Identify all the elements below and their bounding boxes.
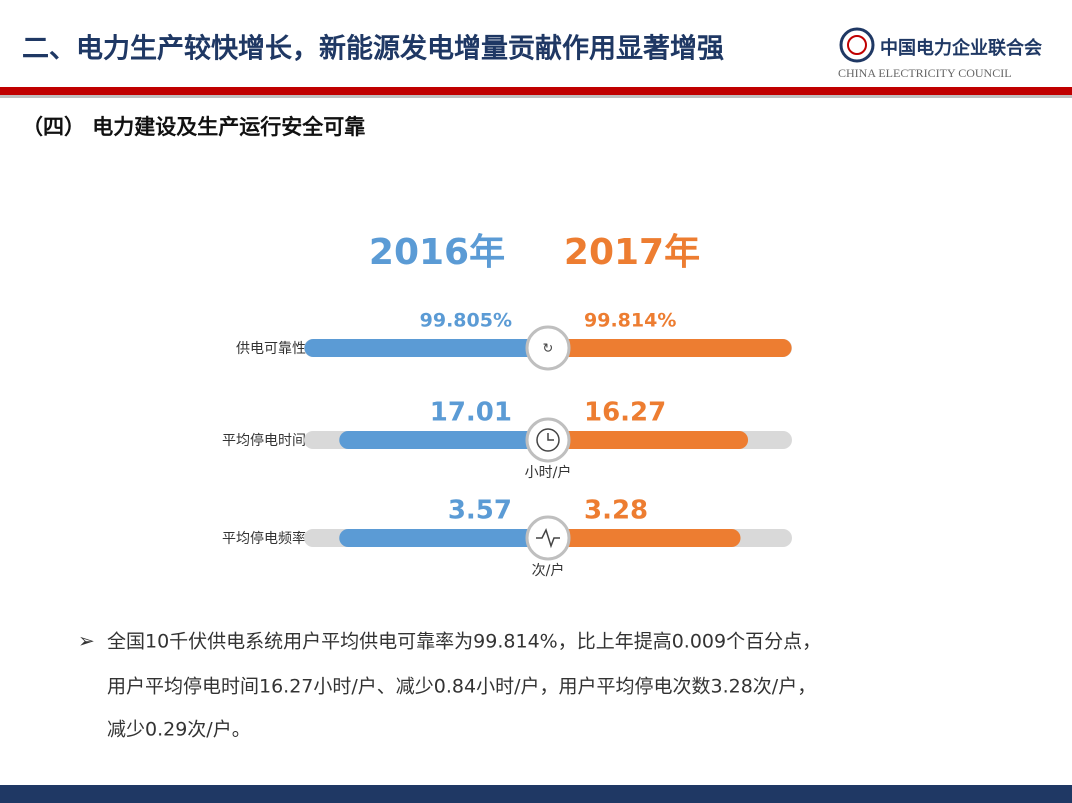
header-rule-shadow bbox=[0, 95, 1072, 98]
section-heading: （四） 电力建设及生产运行安全可靠 bbox=[22, 115, 365, 139]
unit-label: 次/户 bbox=[532, 562, 565, 579]
bar bbox=[548, 529, 741, 547]
value-label: 99.805% bbox=[420, 310, 512, 332]
bullet-line: 减少0.29次/户。 bbox=[107, 719, 251, 741]
logo-cn: 中国电力企业联合会 bbox=[880, 37, 1042, 59]
logo-en: CHINA ELECTRICITY COUNCIL bbox=[838, 66, 1012, 80]
bullet-marker: ➢ bbox=[78, 629, 95, 653]
bullet-line: 用户平均停电时间16.27小时/户、减少0.84小时/户，用户平均停电次数3.2… bbox=[107, 676, 816, 698]
value-label: 17.01 bbox=[430, 398, 512, 428]
icon-glyph: ↻ bbox=[543, 342, 554, 357]
icon-glyph bbox=[536, 428, 560, 452]
value-label: 3.28 bbox=[584, 496, 648, 526]
bar bbox=[339, 431, 548, 449]
legend-2016: 2016年 bbox=[369, 232, 505, 273]
bar bbox=[339, 529, 548, 547]
bar bbox=[548, 339, 792, 357]
bar bbox=[548, 431, 749, 449]
bullet-line: 全国10千伏供电系统用户平均供电可靠率为99.814%，比上年提高0.009个百… bbox=[107, 631, 821, 653]
category-label: 平均停电时间 bbox=[222, 432, 306, 449]
unit-label: 小时/户 bbox=[525, 464, 572, 481]
value-label: 3.57 bbox=[448, 496, 512, 526]
icon-glyph bbox=[536, 528, 560, 549]
value-label: 99.814% bbox=[584, 310, 676, 332]
bar bbox=[304, 339, 548, 357]
logo-icon bbox=[839, 27, 875, 63]
header-rule bbox=[0, 87, 1072, 95]
chart: 供电可靠性 99.805% 99.814% ↻ 平均停电时间 17.01 16.27 小时/户… bbox=[222, 310, 792, 579]
category-label: 供电可靠性 bbox=[236, 341, 306, 357]
legend-2017: 2017年 bbox=[564, 232, 700, 273]
center-icon bbox=[525, 325, 571, 371]
logo-icon-inner bbox=[847, 35, 867, 55]
category-label: 平均停电频率 bbox=[222, 530, 306, 547]
value-label: 16.27 bbox=[584, 398, 666, 428]
footer-bar bbox=[0, 785, 1072, 803]
icon-glyph bbox=[547, 433, 554, 441]
slide-title: 二、电力生产较快增长，新能源发电增量贡献作用显著增强 bbox=[22, 33, 724, 65]
